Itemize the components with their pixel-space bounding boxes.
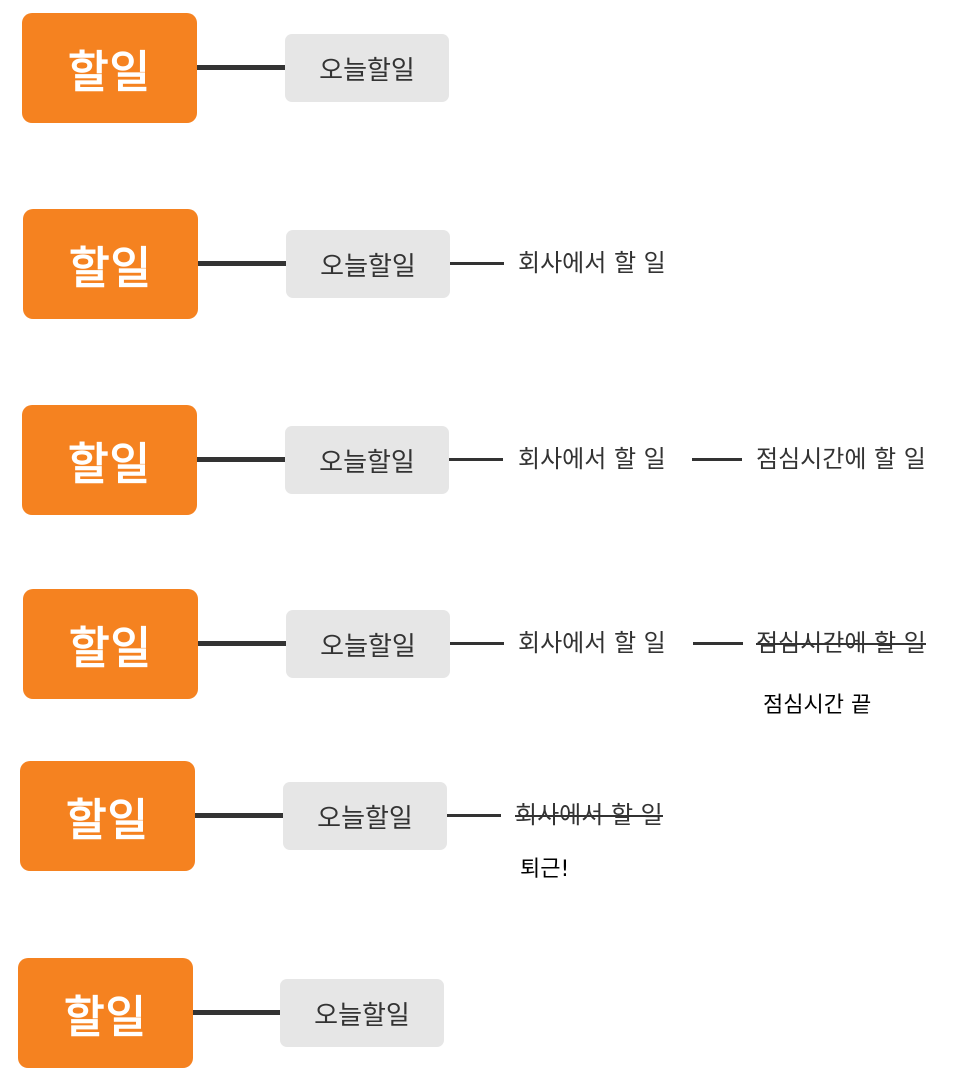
connector-root-child: [197, 65, 286, 70]
root-node[interactable]: 할일: [18, 958, 193, 1068]
grandchild-topic[interactable]: 회사에서 할 일: [518, 629, 666, 657]
connector-grandchild-great-grandchild: [692, 458, 742, 461]
root-node[interactable]: 할일: [20, 761, 195, 871]
connector-root-child: [198, 641, 287, 646]
child-node[interactable]: 오늘할일: [286, 230, 450, 298]
root-node[interactable]: 할일: [23, 589, 198, 699]
connector-grandchild-great-grandchild: [693, 642, 743, 645]
connector-child-grandchild: [450, 262, 504, 265]
root-node[interactable]: 할일: [22, 405, 197, 515]
child-node[interactable]: 오늘할일: [280, 979, 444, 1047]
connector-root-child: [195, 813, 284, 818]
mindmap-6: 할일 오늘할일: [0, 958, 958, 1070]
mindmap-2: 할일 오늘할일 회사에서 할 일: [0, 209, 958, 321]
connector-root-child: [193, 1010, 281, 1015]
root-node[interactable]: 할일: [23, 209, 198, 319]
connector-root-child: [198, 261, 287, 266]
mindmap-5: 할일 오늘할일 회사에서 할 일 퇴근!: [0, 761, 958, 882]
grandchild-topic[interactable]: 회사에서 할 일: [518, 445, 666, 473]
completion-note: 점심시간 끝: [763, 693, 872, 718]
strikethrough-line: [756, 643, 926, 645]
connector-root-child: [197, 457, 286, 462]
child-node[interactable]: 오늘할일: [285, 34, 449, 102]
great-grandchild-topic[interactable]: 점심시간에 할 일: [756, 445, 926, 473]
child-node[interactable]: 오늘할일: [285, 426, 449, 494]
root-node[interactable]: 할일: [22, 13, 197, 123]
connector-child-grandchild: [449, 458, 503, 461]
great-grandchild-topic-completed[interactable]: 점심시간에 할 일: [756, 628, 926, 658]
grandchild-topic[interactable]: 회사에서 할 일: [518, 249, 666, 277]
completion-note: 퇴근!: [520, 857, 570, 882]
child-node[interactable]: 오늘할일: [286, 610, 450, 678]
child-node[interactable]: 오늘할일: [283, 782, 447, 850]
strikethrough-line: [515, 815, 663, 817]
mindmap-3: 할일 오늘할일 회사에서 할 일 점심시간에 할 일: [0, 405, 958, 517]
mindmap-1: 할일 오늘할일: [0, 13, 958, 125]
grandchild-topic-completed[interactable]: 회사에서 할 일: [515, 800, 663, 830]
mindmap-4: 할일 오늘할일 회사에서 할 일 점심시간에 할 일 점심시간 끝: [0, 589, 958, 718]
connector-child-grandchild: [447, 814, 501, 817]
connector-child-grandchild: [450, 642, 504, 645]
